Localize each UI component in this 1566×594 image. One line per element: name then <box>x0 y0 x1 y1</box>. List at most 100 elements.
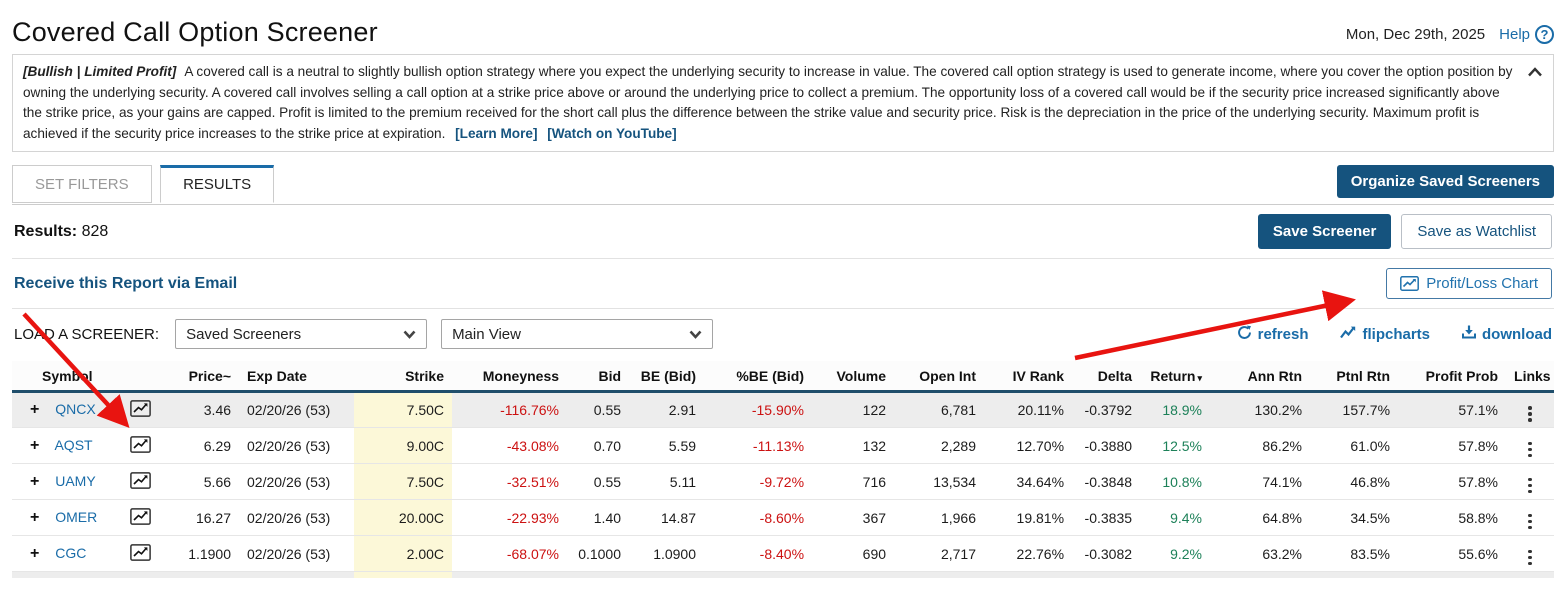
chart-icon[interactable] <box>130 400 151 417</box>
delta-cell: -0.3082 <box>1072 535 1141 572</box>
tab-results[interactable]: RESULTS <box>160 165 275 203</box>
expand-row-icon[interactable]: + <box>30 436 40 454</box>
be-bid-cell: 5.59 <box>629 427 705 464</box>
col-header-strike[interactable]: Strike <box>354 361 453 393</box>
saved-screeners-select[interactable]: Saved Screeners <box>175 319 428 349</box>
volume-cell: 367 <box>812 499 895 536</box>
symbol-link[interactable]: AQST <box>54 436 93 453</box>
expand-row-icon[interactable]: + <box>30 544 40 562</box>
col-header-exp-date[interactable]: Exp Date <box>239 361 355 393</box>
col-header-symbol[interactable]: Symbol <box>12 361 178 393</box>
bid-cell: 1.40 <box>567 499 630 536</box>
ann-rtn-cell: 86.2% <box>1210 427 1311 464</box>
col-header-iv-rank[interactable]: IV Rank <box>984 361 1073 393</box>
expand-row-icon[interactable]: + <box>30 508 40 526</box>
chart-icon[interactable] <box>130 543 151 561</box>
table-row: + CGC 1.1900 02/20/26 (53) 2.00C -68.07%… <box>12 535 1555 572</box>
report-bar: Receive this Report via Email Profit/Los… <box>12 259 1554 309</box>
expand-row-icon[interactable]: + <box>30 401 40 418</box>
iv-rank-cell: 19.81% <box>984 499 1073 536</box>
view-select[interactable]: Main View <box>441 319 714 349</box>
collapse-chevron-up-icon[interactable] <box>1527 63 1543 84</box>
download-icon <box>1462 325 1476 343</box>
results-table: Symbol Price~ Exp Date Strike Moneyness … <box>12 361 1555 572</box>
chevron-down-icon <box>403 326 416 343</box>
results-panel: Results: 828 Save Screener Save as Watch… <box>12 204 1555 578</box>
col-header-return[interactable]: Return ▾ <box>1140 361 1211 393</box>
watch-youtube-link[interactable]: [Watch on YouTube] <box>547 125 677 141</box>
moneyness-cell: -68.07% <box>452 535 568 572</box>
open-int-cell: 13,534 <box>894 463 985 500</box>
price-cell: 3.46 <box>177 391 240 428</box>
col-header-links[interactable]: Links <box>1506 361 1555 393</box>
profit-loss-chart-icon <box>1400 276 1420 291</box>
volume-cell: 716 <box>812 463 895 500</box>
symbol-link[interactable]: CGC <box>55 544 87 561</box>
profit-prob-cell: 55.6% <box>1398 535 1507 572</box>
strike-cell: 7.50C <box>354 463 453 500</box>
return-cell: 9.4% <box>1140 499 1211 536</box>
help-link[interactable]: Help ? <box>1499 25 1554 44</box>
ann-rtn-cell: 130.2% <box>1210 391 1311 428</box>
col-header-price[interactable]: Price~ <box>177 361 240 393</box>
refresh-icon <box>1237 325 1252 344</box>
symbol-link[interactable]: OMER <box>55 508 98 525</box>
ptnl-rtn-cell: 46.8% <box>1310 463 1399 500</box>
profit-loss-chart-button[interactable]: Profit/Loss Chart <box>1386 268 1552 299</box>
col-header-delta[interactable]: Delta <box>1072 361 1141 393</box>
load-screener-label: LOAD A SCREENER: <box>14 325 160 343</box>
col-header-profit-prob[interactable]: Profit Prob <box>1398 361 1507 393</box>
exp-date-cell: 02/20/26 (53) <box>239 535 355 572</box>
strike-cell: 7.50C <box>354 391 453 428</box>
col-header-bid[interactable]: Bid <box>567 361 630 393</box>
moneyness-cell: -43.08% <box>452 427 568 464</box>
table-header-row: Symbol Price~ Exp Date Strike Moneyness … <box>12 361 1555 393</box>
symbol-link[interactable]: QNCX <box>55 401 96 417</box>
col-header-open-int[interactable]: Open Int <box>894 361 985 393</box>
table-row: + AQST 6.29 02/20/26 (53) 9.00C -43.08% … <box>12 427 1555 464</box>
col-header-moneyness[interactable]: Moneyness <box>452 361 568 393</box>
table-row: + QNCX 3.46 02/20/26 (53) 7.50C -116.76%… <box>12 391 1555 428</box>
page-title: Covered Call Option Screener <box>12 17 378 47</box>
col-header-volume[interactable]: Volume <box>812 361 895 393</box>
open-int-cell: 2,289 <box>894 427 985 464</box>
row-links-menu-icon[interactable] <box>1524 440 1536 460</box>
organize-saved-screeners-button[interactable]: Organize Saved Screeners <box>1336 165 1554 198</box>
chart-icon[interactable] <box>130 507 151 525</box>
expand-row-icon[interactable]: + <box>30 472 40 490</box>
tab-set-filters[interactable]: SET FILTERS <box>12 165 152 203</box>
symbol-link[interactable]: UAMY <box>55 472 96 489</box>
flipcharts-link[interactable]: flipcharts <box>1340 326 1430 343</box>
col-header-be-bid[interactable]: BE (Bid) <box>629 361 705 393</box>
pct-be-bid-cell: -15.90% <box>704 391 813 428</box>
row-links-menu-icon[interactable] <box>1524 404 1536 424</box>
be-bid-cell: 1.0900 <box>629 535 705 572</box>
chart-icon[interactable] <box>130 435 151 453</box>
chart-icon[interactable] <box>130 471 151 489</box>
help-question-icon: ? <box>1535 25 1554 44</box>
return-cell: 9.2% <box>1140 535 1211 572</box>
row-links-menu-icon[interactable] <box>1524 476 1536 496</box>
col-header-ptnl-rtn[interactable]: Ptnl Rtn <box>1310 361 1399 393</box>
row-links-menu-icon[interactable] <box>1524 512 1536 532</box>
col-header-pct-be-bid[interactable]: %BE (Bid) <box>704 361 813 393</box>
be-bid-cell: 5.11 <box>629 463 705 500</box>
price-cell: 16.27 <box>177 499 240 536</box>
col-header-ann-rtn[interactable]: Ann Rtn <box>1210 361 1311 393</box>
strategy-tag: [Bullish | Limited Profit] <box>23 64 177 79</box>
moneyness-cell: -32.51% <box>452 463 568 500</box>
download-link[interactable]: download <box>1462 325 1552 343</box>
iv-rank-cell: 20.11% <box>984 391 1073 428</box>
ptnl-rtn-cell: 157.7% <box>1310 391 1399 428</box>
refresh-link[interactable]: refresh <box>1237 325 1308 344</box>
receive-report-email-link[interactable]: Receive this Report via Email <box>14 274 238 292</box>
learn-more-link[interactable]: [Learn More] <box>455 125 538 141</box>
delta-cell: -0.3792 <box>1072 391 1141 428</box>
volume-cell: 690 <box>812 535 895 572</box>
save-as-watchlist-button[interactable]: Save as Watchlist <box>1401 214 1552 249</box>
flipcharts-icon <box>1340 326 1356 343</box>
save-screener-button[interactable]: Save Screener <box>1257 214 1392 249</box>
strategy-description-text: A covered call is a neutral to slightly … <box>23 64 1513 141</box>
row-links-menu-icon[interactable] <box>1524 548 1536 568</box>
strategy-description-box: [Bullish | Limited Profit] A covered call… <box>12 54 1554 152</box>
